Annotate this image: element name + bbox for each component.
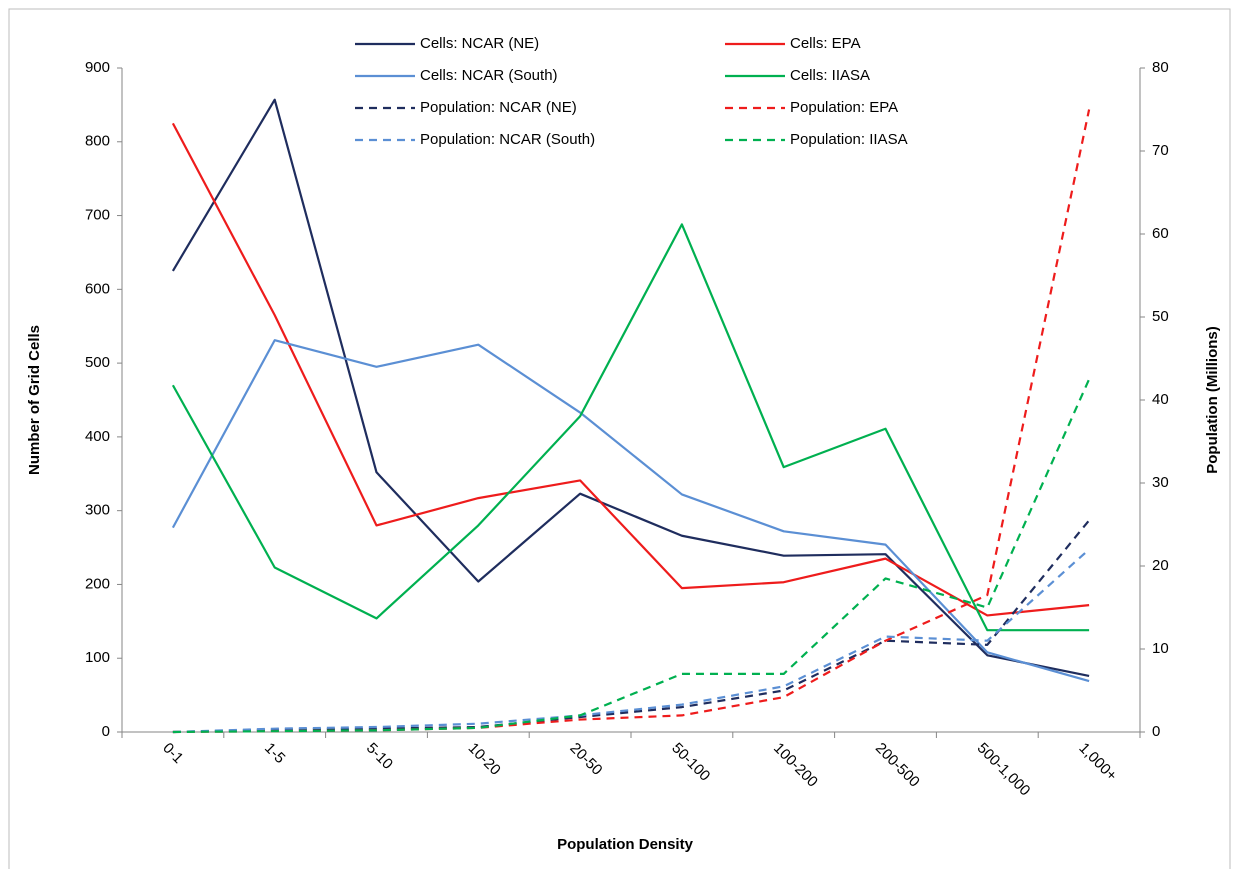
x-tick-label: 200-500 bbox=[872, 740, 923, 791]
x-tick-label: 1-5 bbox=[261, 740, 288, 767]
x-tick-label: 50-100 bbox=[668, 740, 713, 785]
y-tick-label: 300 bbox=[85, 502, 110, 519]
x-tick-label: 0-1 bbox=[159, 740, 186, 767]
y2-tick-label: 70 bbox=[1152, 142, 1169, 159]
x-axis-title: Population Density bbox=[557, 836, 694, 853]
series-line bbox=[172, 378, 1091, 734]
y-tick-label: 600 bbox=[85, 280, 110, 297]
series-line bbox=[171, 122, 1090, 617]
x-tick-label: 5-10 bbox=[363, 740, 396, 773]
legend-label: Population: IIASA bbox=[790, 131, 908, 148]
legend-label: Cells: NCAR (NE) bbox=[420, 35, 539, 52]
y2-tick-label: 40 bbox=[1152, 391, 1169, 408]
y-tick-label: 900 bbox=[85, 59, 110, 76]
x-tick-label: 1,000+ bbox=[1075, 740, 1120, 785]
y2-tick-label: 20 bbox=[1152, 557, 1169, 574]
series-line bbox=[171, 223, 1090, 632]
y2-tick-label: 80 bbox=[1152, 59, 1169, 76]
y-tick-label: 700 bbox=[85, 207, 110, 224]
y-tick-label: 500 bbox=[85, 354, 110, 371]
y2-tick-label: 0 bbox=[1152, 723, 1160, 740]
series-line bbox=[171, 98, 1090, 678]
series-line bbox=[171, 339, 1090, 683]
y2-tick-label: 10 bbox=[1152, 640, 1169, 657]
x-tick-label: 20-50 bbox=[566, 740, 605, 779]
series-line bbox=[172, 548, 1090, 734]
x-tick-label: 500-1,000 bbox=[974, 740, 1034, 800]
y-tick-label: 200 bbox=[85, 575, 110, 592]
series-line bbox=[172, 519, 1090, 734]
legend-label: Population: NCAR (NE) bbox=[420, 99, 577, 116]
chart-border bbox=[8, 8, 1231, 869]
y-axis-title: Number of Grid Cells bbox=[26, 325, 43, 475]
y-tick-label: 100 bbox=[85, 649, 110, 666]
legend-label: Population: EPA bbox=[790, 99, 898, 116]
legend-label: Population: NCAR (South) bbox=[420, 131, 595, 148]
legend-label: Cells: NCAR (South) bbox=[420, 67, 558, 84]
y2-tick-label: 60 bbox=[1152, 225, 1169, 242]
y2-tick-label: 50 bbox=[1152, 308, 1169, 325]
series-line bbox=[172, 109, 1091, 734]
x-tick-label: 100-200 bbox=[770, 740, 821, 791]
y2-tick-label: 30 bbox=[1152, 474, 1169, 491]
y-tick-label: 800 bbox=[85, 133, 110, 150]
y-tick-label: 400 bbox=[85, 428, 110, 445]
y2-axis-title: Population (Millions) bbox=[1204, 326, 1221, 473]
legend-label: Cells: IIASA bbox=[790, 67, 870, 84]
y-tick-label: 0 bbox=[102, 723, 110, 740]
legend-label: Cells: EPA bbox=[790, 35, 861, 52]
x-tick-label: 10-20 bbox=[465, 740, 504, 779]
